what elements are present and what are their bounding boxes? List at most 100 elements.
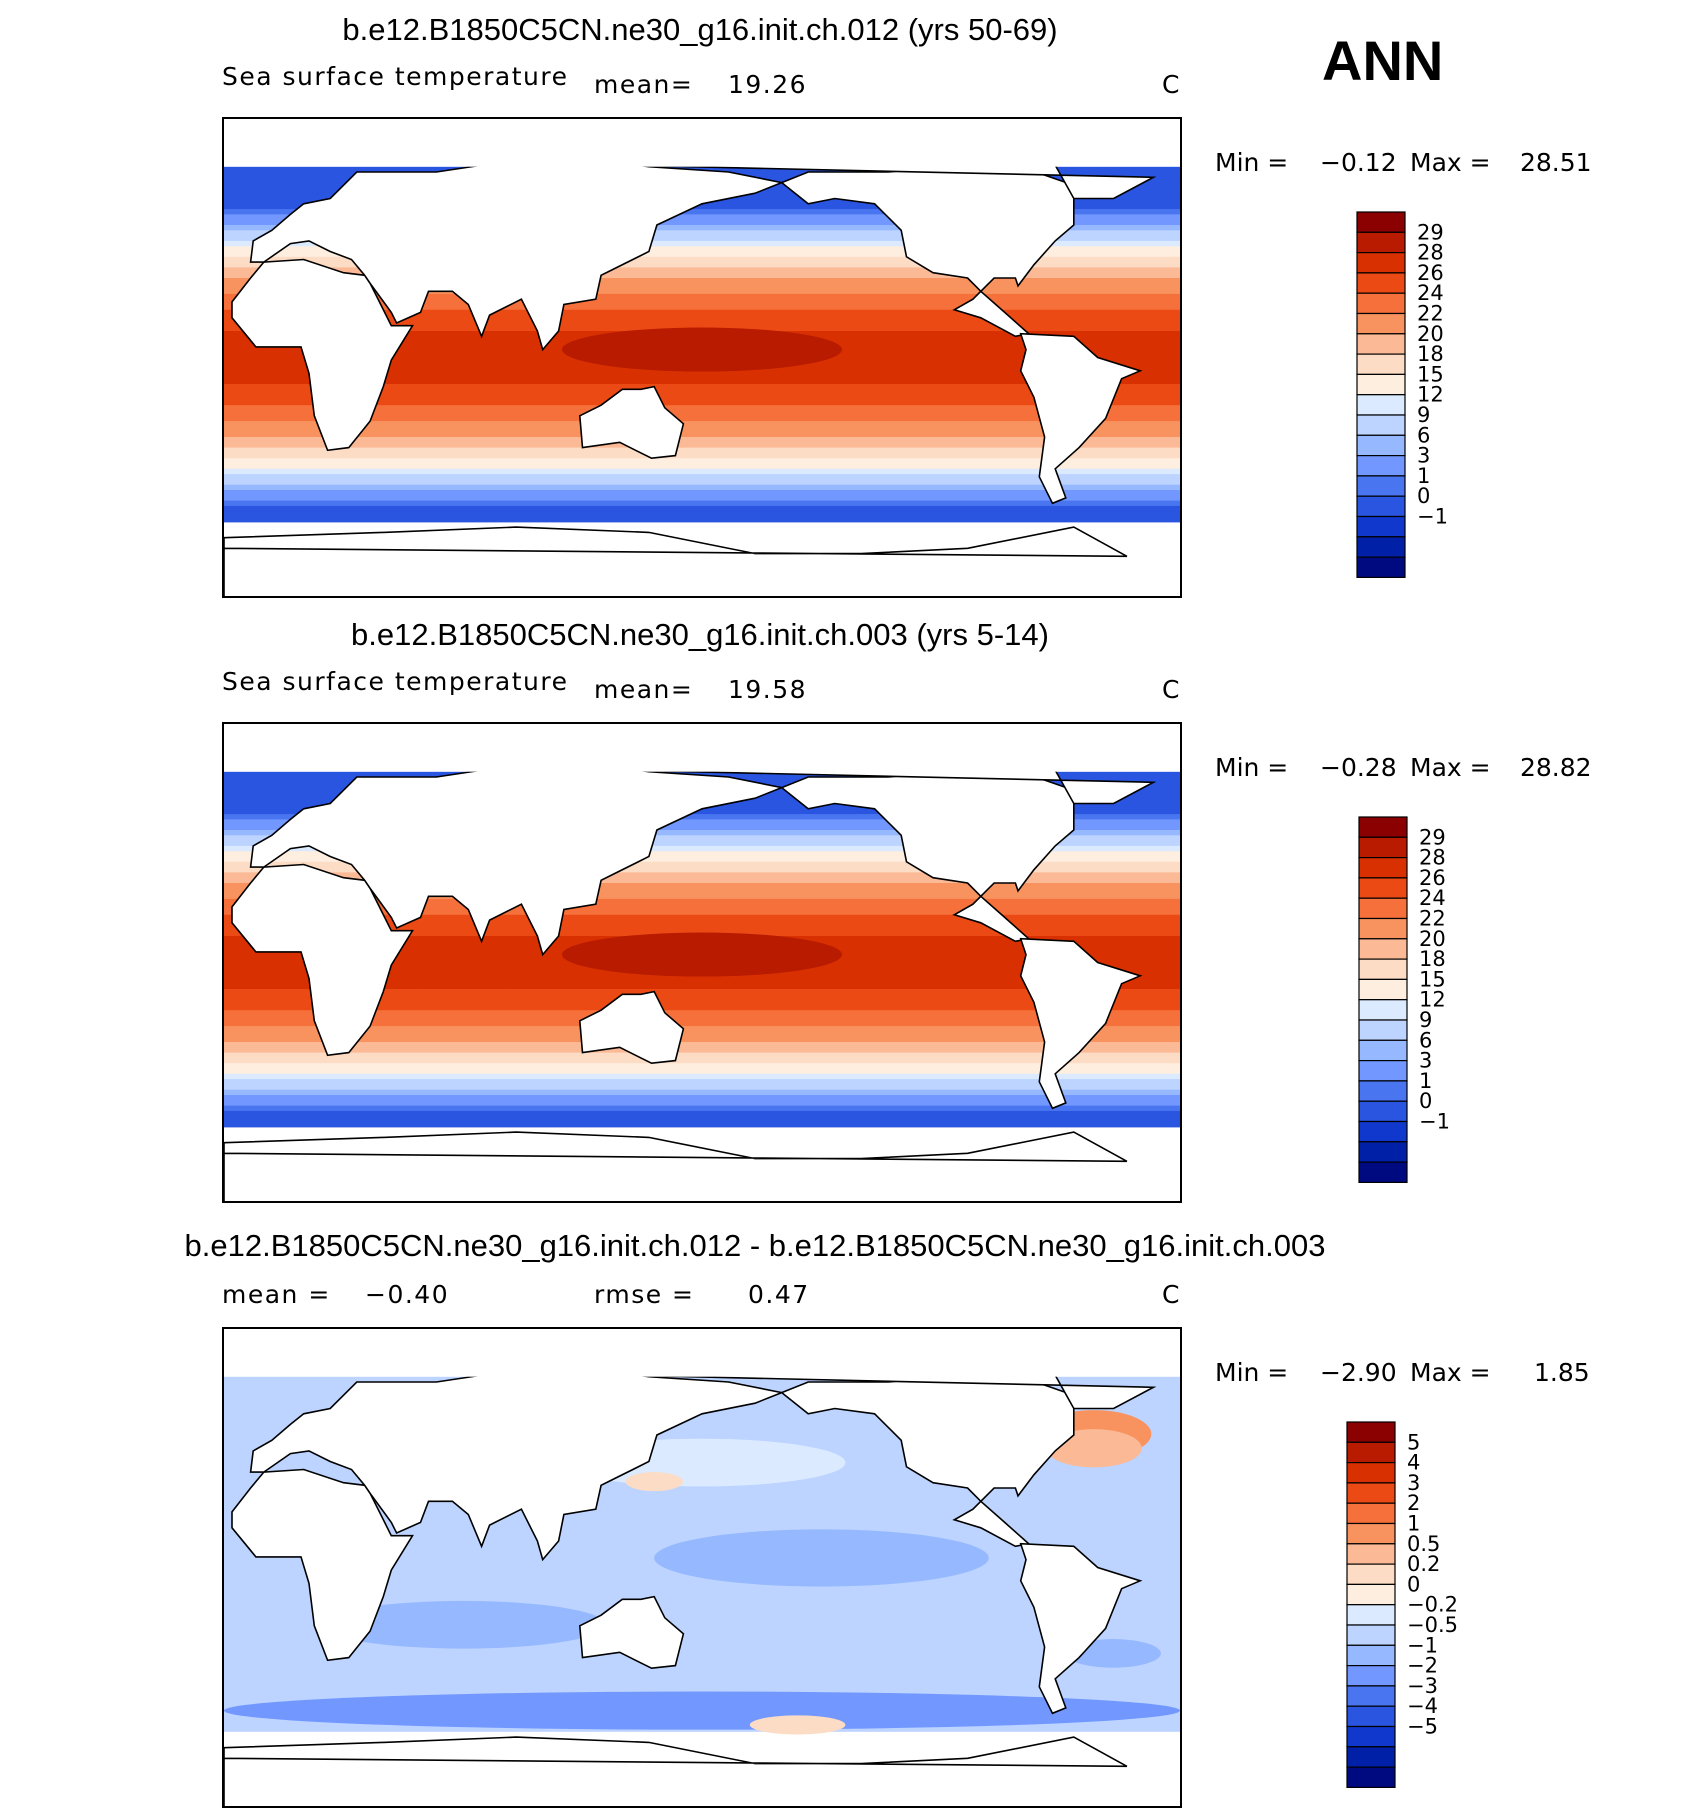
- sst-band: [224, 251, 1180, 258]
- sst-band: [224, 293, 1180, 300]
- sst-band: [224, 256, 1180, 263]
- colorbar-box: [1358, 938, 1408, 960]
- colorbar-tick-label: −0.5: [1407, 1613, 1458, 1637]
- panel1-max-value: 28.51: [1520, 148, 1592, 177]
- sst-band: [224, 1116, 1180, 1123]
- panel1-max-label: Max =: [1410, 148, 1491, 177]
- panel3-rmse-value: 0.47: [748, 1280, 810, 1309]
- colorbar-box: [1358, 917, 1408, 940]
- colorbar-box: [1358, 1161, 1408, 1184]
- panel2-max-value: 28.82: [1520, 753, 1592, 782]
- colorbar-box: [1346, 1461, 1396, 1484]
- colorbar-box: [1346, 1563, 1396, 1586]
- colorbar-tick-label: 18: [1417, 342, 1444, 366]
- sst-band: [224, 1004, 1180, 1011]
- sst-band: [224, 1100, 1180, 1107]
- colorbar-tick-label: 3: [1419, 1049, 1432, 1073]
- sst-band: [224, 1095, 1180, 1101]
- sst-band: [224, 819, 1180, 826]
- sst-band: [224, 394, 1180, 401]
- anomaly-patch: [749, 1715, 846, 1735]
- colorbar-box: [1358, 1019, 1408, 1041]
- sst-band: [224, 447, 1180, 454]
- colorbar-tick-label: 2: [1407, 1491, 1420, 1515]
- sst-band: [224, 378, 1180, 385]
- sst-band: [224, 1026, 1180, 1032]
- polar-cap-north: [224, 1329, 1180, 1377]
- colorbar-box: [1358, 1141, 1408, 1163]
- colorbar-box: [1356, 414, 1406, 436]
- colorbar-box: [1356, 515, 1406, 538]
- panel3-mean-value: −0.40: [365, 1280, 450, 1309]
- colorbar-box: [1358, 958, 1408, 981]
- colorbar-tick-label: −0.2: [1407, 1593, 1458, 1617]
- sst-band: [224, 1063, 1180, 1070]
- sst-band: [224, 925, 1180, 932]
- colorbar-tick-label: −1: [1407, 1633, 1438, 1657]
- panel1-mean-label: mean=: [594, 70, 694, 99]
- land-antarctica: [224, 1131, 1128, 1201]
- land-africa: [231, 863, 414, 1057]
- land-samerica: [1019, 1542, 1143, 1715]
- sst-field: [224, 771, 1180, 1128]
- sst-band: [224, 452, 1180, 459]
- land-samerica: [1019, 332, 1143, 505]
- colorbar-box: [1358, 1060, 1408, 1082]
- sst-band: [224, 1068, 1180, 1075]
- sst-band: [224, 240, 1180, 247]
- warm-pool: [562, 327, 842, 372]
- panel2-min-label: Min =: [1215, 753, 1289, 782]
- sst-band: [224, 1052, 1180, 1059]
- sst-band: [224, 246, 1180, 253]
- colorbar-box: [1356, 455, 1406, 477]
- sst-band: [224, 474, 1180, 480]
- colorbar-tick-label: 0: [1407, 1572, 1420, 1596]
- sst-band: [224, 861, 1180, 868]
- sst-band: [224, 814, 1180, 820]
- land-australia: [578, 990, 685, 1065]
- panel1-mean-value: 19.26: [728, 70, 808, 99]
- sst-band: [224, 983, 1180, 990]
- anomaly-patch: [319, 1600, 607, 1649]
- land-antarctica: [224, 1736, 1128, 1806]
- sst-band: [224, 1020, 1180, 1027]
- sst-band: [224, 272, 1180, 279]
- sst-band: [224, 278, 1180, 284]
- colorbar-tick-label: 29: [1417, 220, 1444, 244]
- sst-band: [224, 808, 1180, 815]
- colorbar-box: [1358, 877, 1408, 899]
- panel2-colorbar: 29 28 26 24 22 20 18 15 12 9 6 3 1 0 −1: [1357, 815, 1497, 1200]
- panel1-colorbar: 29 28 26 24 22 20 18 15 12 9 6 3 1 0 −1: [1355, 210, 1495, 595]
- colorbar-box: [1356, 292, 1406, 315]
- sst-band: [224, 214, 1180, 221]
- colorbar-tick-label: 20: [1419, 927, 1446, 951]
- colorbar-box: [1358, 1039, 1408, 1062]
- colorbar-box: [1346, 1583, 1396, 1606]
- colorbar-box: [1356, 556, 1406, 579]
- colorbar-tick-label: 4: [1407, 1451, 1420, 1475]
- sst-band: [224, 421, 1180, 427]
- sst-band: [224, 373, 1180, 380]
- colorbar-tick-label: 6: [1417, 423, 1430, 447]
- sst-band: [224, 1031, 1180, 1038]
- colorbar-box: [1356, 373, 1406, 396]
- colorbar-tick-label: 12: [1417, 383, 1444, 407]
- colorbar-box: [1346, 1685, 1396, 1707]
- sst-band: [224, 920, 1180, 926]
- colorbar-box: [1356, 394, 1406, 416]
- panel3-mean-label: mean =: [222, 1280, 331, 1309]
- sst-band: [224, 830, 1180, 836]
- colorbar-box: [1346, 1624, 1396, 1646]
- indian-warm: [383, 342, 543, 383]
- colorbar-tick-label: 0.5: [1407, 1532, 1440, 1556]
- sst-band: [224, 893, 1180, 900]
- sst-band: [224, 1089, 1180, 1096]
- panel1-units: C: [1162, 70, 1181, 99]
- sst-band: [224, 978, 1180, 985]
- sst-band: [224, 994, 1180, 1001]
- land-antarctica: [224, 526, 1128, 596]
- colorbar-box: [1346, 1725, 1396, 1748]
